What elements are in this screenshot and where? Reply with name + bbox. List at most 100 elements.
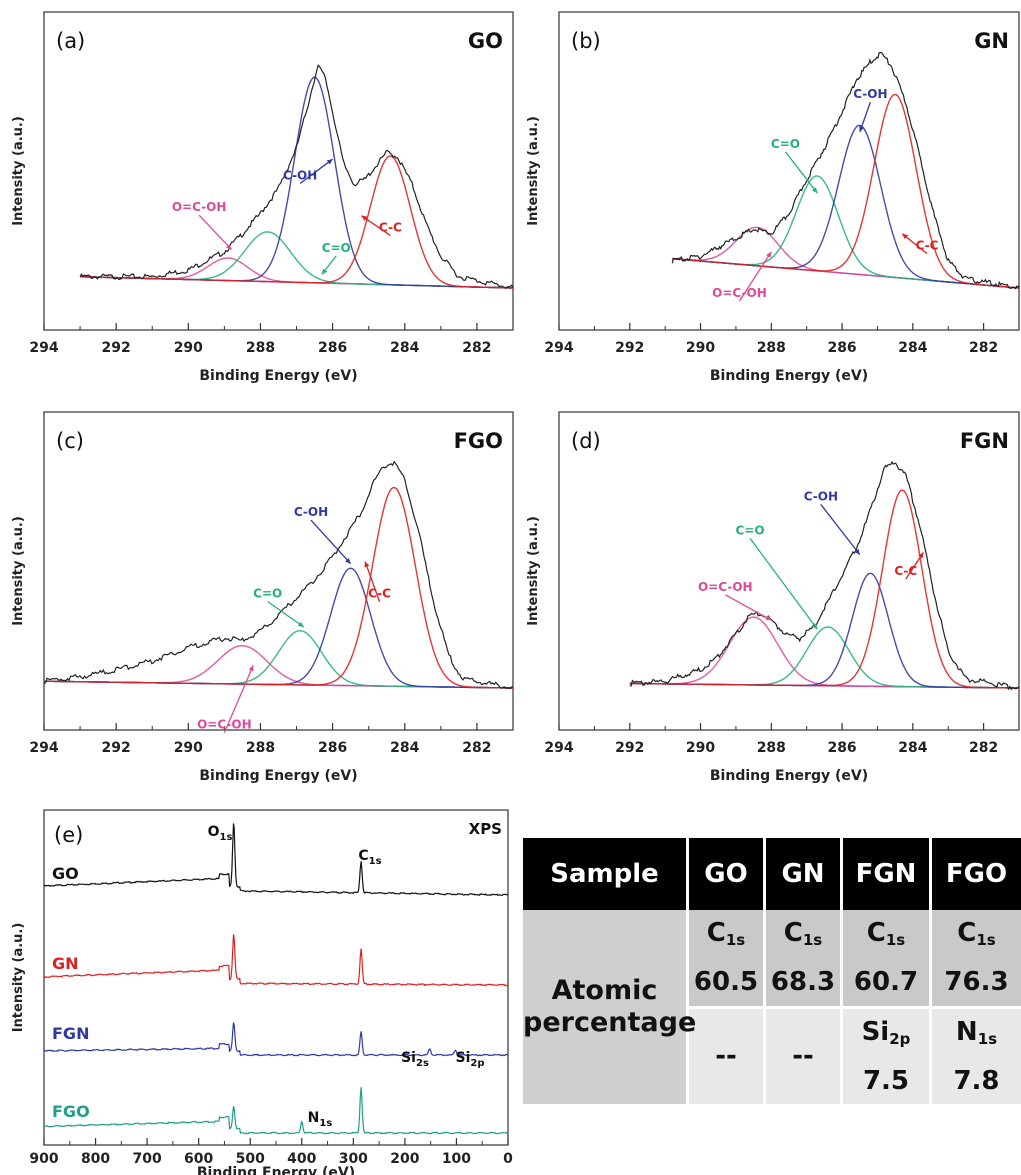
table-header-sample: Sample <box>523 838 689 910</box>
panel-tag: (b) <box>571 29 601 53</box>
element: Si <box>861 1016 890 1047</box>
cell-gn-empty: -- <box>766 1008 843 1104</box>
row-label-atomic-percentage: Atomic percentage <box>523 910 697 1104</box>
plot-frame <box>43 809 509 1146</box>
experimental-spectrum <box>629 460 1020 691</box>
arrow-head <box>361 215 368 221</box>
percentage-value: 60.5 <box>693 967 759 998</box>
component-c-c-peak <box>672 93 1020 289</box>
x-tick-label: 294 <box>544 740 573 756</box>
panel-tag: (c) <box>56 429 84 453</box>
percentage-value: 7.8 <box>953 1065 1000 1096</box>
table-header-gn: GN <box>766 838 843 910</box>
x-tick-label: 288 <box>757 340 786 356</box>
x-tick-label: 294 <box>29 740 58 756</box>
plot-frame <box>43 411 514 731</box>
x-tick-label: 400 <box>287 1151 316 1167</box>
component-label: C=O <box>736 523 765 537</box>
arrow-head <box>326 159 333 165</box>
x-tick-label: 284 <box>898 340 927 356</box>
peak-label: Si2p <box>455 1050 484 1069</box>
row-label-line2: percentage <box>523 1007 697 1038</box>
peak-label-element: Si <box>455 1050 470 1066</box>
x-tick-label: 900 <box>29 1151 58 1167</box>
peak-label: O1s <box>208 824 233 843</box>
survey-series-go <box>43 823 509 897</box>
x-tick-label: 284 <box>390 340 419 356</box>
x-tick-label: 282 <box>969 340 998 356</box>
x-tick-label: 290 <box>174 340 203 356</box>
x-tick-label: 286 <box>827 740 856 756</box>
sample-title: FGN <box>960 429 1009 453</box>
x-tick-label: 286 <box>827 340 856 356</box>
component-label: C-C <box>894 564 917 578</box>
component-c-o-peak <box>629 626 1019 689</box>
survey-series-gn <box>43 934 509 987</box>
x-tick-label: 0 <box>503 1151 513 1167</box>
table-row: -- -- Si2p 7.5 N1s 7.8 <box>523 1008 1021 1104</box>
panel-tag: (e) <box>54 823 83 847</box>
percentage-value: 60.7 <box>853 967 919 998</box>
component-label: O=C-OH <box>698 580 753 594</box>
panel-tag: (d) <box>571 429 601 453</box>
cell-go-c1s: C1s 60.5 <box>689 910 766 1009</box>
x-tick-label: 282 <box>969 740 998 756</box>
x-tick-label: 800 <box>81 1151 110 1167</box>
x-tick-label: 292 <box>102 340 131 356</box>
annotation-arrow <box>267 601 305 628</box>
component-c-c-peak <box>43 486 513 689</box>
y-axis-label: Intensity (a.u.) <box>11 116 26 226</box>
sample-title: FGO <box>454 429 503 453</box>
element: C <box>866 918 886 949</box>
x-tick-label: 282 <box>462 740 491 756</box>
table-row: Atomic percentage C1s 60.5 C1s 68.3 C1s … <box>523 910 1021 1104</box>
arrow-head <box>364 561 370 568</box>
panel-c: 294 292 290 288 286 284 282 Binding Energy (eV)… <box>11 411 514 784</box>
component-label: C-OH <box>294 505 328 519</box>
x-tick-label: 284 <box>390 740 419 756</box>
arrow-head <box>859 126 865 133</box>
arrow-head <box>297 621 304 627</box>
component-c-oh-peak <box>80 76 514 289</box>
annotation-arrow <box>820 504 861 556</box>
survey-title: XPS <box>469 820 502 838</box>
annotation-arrow <box>364 561 381 602</box>
element: C <box>783 918 803 949</box>
cell-fgn-si2p: Si2p 7.5 <box>843 1008 932 1104</box>
peak-label-element: N <box>308 1110 320 1126</box>
x-tick-label: 294 <box>29 340 58 356</box>
cell-go-empty: -- <box>689 1008 766 1104</box>
percentage-value: -- <box>792 1041 814 1072</box>
sample-title: GO <box>468 29 503 53</box>
atomic-percentage-table: Sample GO GN FGN FGO Atomic percentage C… <box>523 838 1021 1104</box>
peak-label-orbital: 1s <box>219 832 232 843</box>
survey-series-fgn <box>44 1022 509 1057</box>
component-label: C=O <box>771 137 800 151</box>
component-label: C-OH <box>283 169 317 183</box>
component-c-o-peak <box>672 175 1020 289</box>
component-c-o-peak <box>80 231 514 289</box>
component-label: O=C-OH <box>197 718 252 732</box>
percentage-value: 68.3 <box>770 967 836 998</box>
x-tick-label: 288 <box>246 340 275 356</box>
peak-label: Si2s <box>401 1050 429 1069</box>
component-c-c-peak <box>629 489 1019 689</box>
arrow-head <box>854 548 860 555</box>
arrow-head <box>345 557 351 564</box>
x-tick-label: 294 <box>544 340 573 356</box>
x-tick-label: 300 <box>339 1151 368 1167</box>
x-tick-label: 288 <box>757 740 786 756</box>
arrow-head <box>811 187 818 194</box>
x-tick-label: 100 <box>442 1151 471 1167</box>
component-c-o-peak <box>43 629 513 689</box>
x-axis-label: Binding Energy (eV) <box>199 368 357 384</box>
orbital: 1s <box>977 1029 998 1048</box>
percentage-value: 76.3 <box>944 967 1009 998</box>
y-axis-label: Intensity (a.u.) <box>11 923 26 1033</box>
annotation-arrow <box>223 665 254 733</box>
component-label: C=O <box>322 241 351 255</box>
cell-fgo-n1s: N1s 7.8 <box>932 1008 1021 1104</box>
y-axis-label: Intensity (a.u.) <box>526 116 541 226</box>
element: N <box>955 1016 978 1047</box>
experimental-spectrum <box>43 460 514 690</box>
